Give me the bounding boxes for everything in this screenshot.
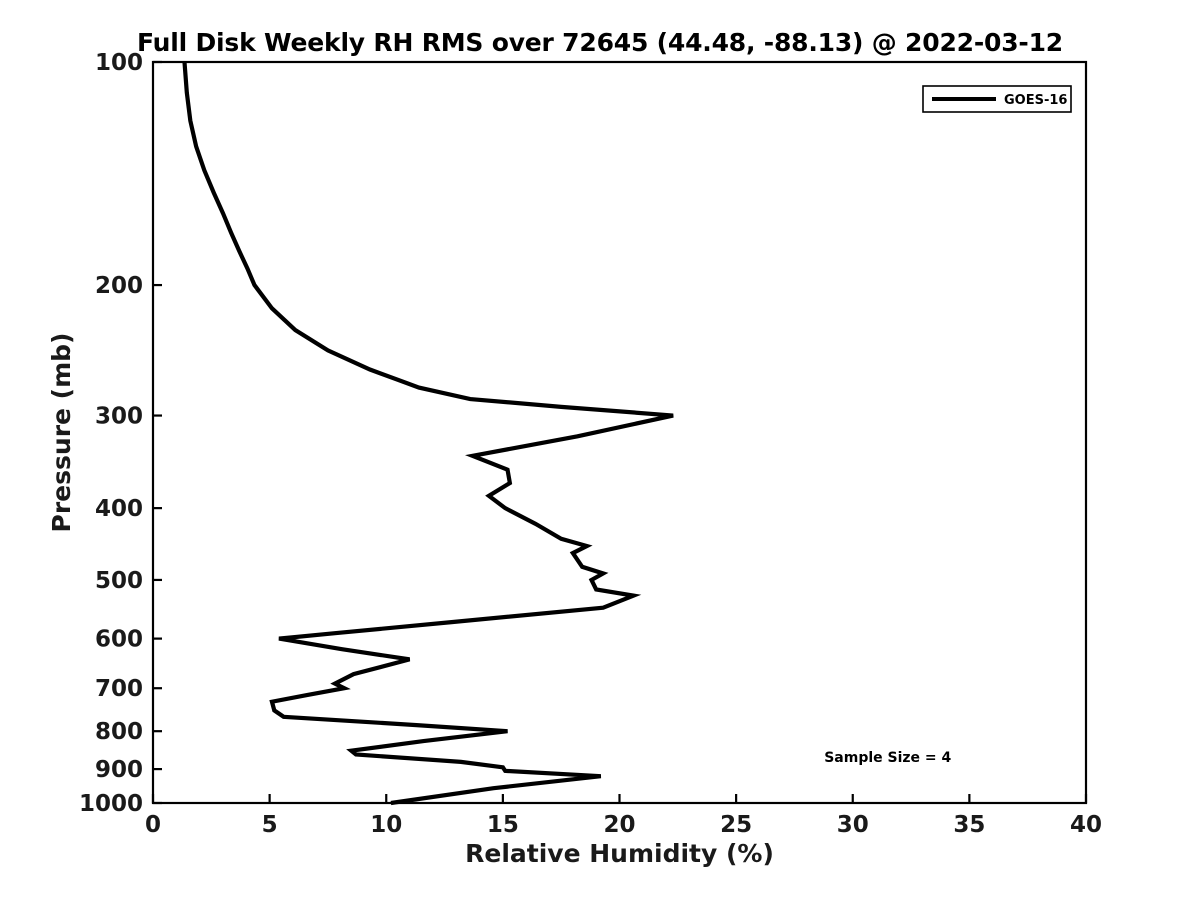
y-tick-label: 800 bbox=[95, 719, 143, 745]
x-tick-label: 40 bbox=[1070, 812, 1102, 838]
sample-size-annotation: Sample Size = 4 bbox=[824, 750, 951, 766]
x-axis-tick-labels: 0 5 10 15 20 25 30 35 40 bbox=[145, 812, 1102, 838]
x-tick-label: 35 bbox=[953, 812, 985, 838]
y-axis-ticks bbox=[153, 60, 162, 805]
y-tick-label: 200 bbox=[95, 273, 143, 299]
x-axis-title: Relative Humidity (%) bbox=[465, 839, 774, 868]
series-line-goes-16 bbox=[182, 61, 674, 806]
data-series-group bbox=[182, 61, 674, 806]
y-tick-label: 400 bbox=[95, 496, 143, 522]
y-tick-label: 900 bbox=[95, 757, 143, 783]
x-tick-label: 30 bbox=[837, 812, 869, 838]
x-axis-ticks bbox=[151, 794, 1088, 803]
x-tick-label: 5 bbox=[262, 812, 278, 838]
y-tick-label: 600 bbox=[95, 627, 143, 653]
y-axis-tick-labels: 100 200 300 400 500 600 700 800 900 1000 bbox=[79, 50, 143, 817]
y-axis-title: Pressure (mb) bbox=[47, 333, 76, 533]
x-tick-label: 15 bbox=[487, 812, 519, 838]
x-tick-label: 0 bbox=[145, 812, 161, 838]
legend-entry-label: GOES-16 bbox=[1004, 93, 1067, 108]
x-tick-label: 25 bbox=[720, 812, 752, 838]
y-tick-label: 500 bbox=[95, 568, 143, 594]
axes-frame bbox=[151, 60, 1088, 805]
y-tick-label: 100 bbox=[95, 50, 143, 76]
y-tick-label: 1000 bbox=[79, 791, 143, 817]
x-tick-label: 10 bbox=[370, 812, 402, 838]
y-tick-label: 300 bbox=[95, 404, 143, 430]
y-tick-label: 700 bbox=[95, 676, 143, 702]
x-tick-label: 20 bbox=[603, 812, 635, 838]
chart-legend: GOES-16 bbox=[922, 85, 1072, 113]
annotations-group: Sample Size = 4 bbox=[824, 750, 951, 766]
chart-title: Full Disk Weekly RH RMS over 72645 (44.4… bbox=[137, 28, 1063, 57]
